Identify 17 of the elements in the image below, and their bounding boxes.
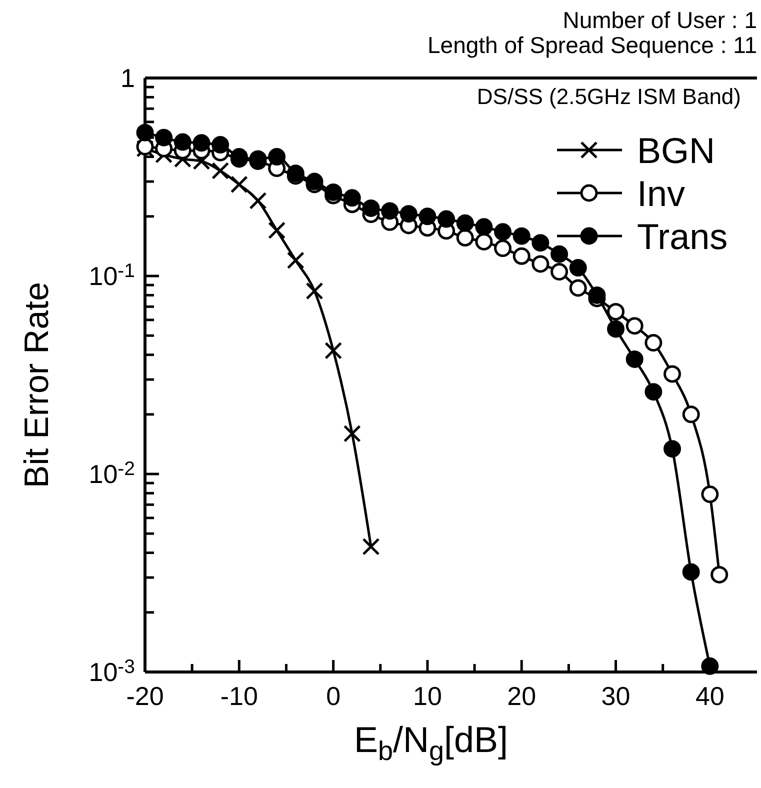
x-axis-title: E$_{b}$/N$_{g}$[dB]	[354, 719, 508, 766]
y-tick-label: 1	[120, 63, 135, 93]
y-tick-label: 10$^{-1}$	[88, 260, 135, 291]
x-tick-label: 10	[413, 681, 442, 711]
x-tick-label: 30	[601, 681, 630, 711]
legend-label: BGN	[637, 130, 716, 171]
x-tick-label: -10	[220, 681, 258, 711]
legend-label: Trans	[637, 216, 728, 257]
y-axis-title: Bit Error Rate	[18, 282, 56, 488]
x-tick-label: 40	[695, 681, 724, 711]
text: Number of User : 1	[562, 7, 757, 33]
y-tick-label: 10$^{-2}$	[88, 458, 135, 489]
legend-label: Inv	[637, 173, 686, 214]
x-tick-label: 20	[507, 681, 536, 711]
text: Length of Spread Sequence : 11	[427, 32, 757, 58]
annotation: DS/SS (2.5GHz ISM Band)	[476, 84, 741, 109]
x-tick-label: 0	[326, 681, 341, 711]
